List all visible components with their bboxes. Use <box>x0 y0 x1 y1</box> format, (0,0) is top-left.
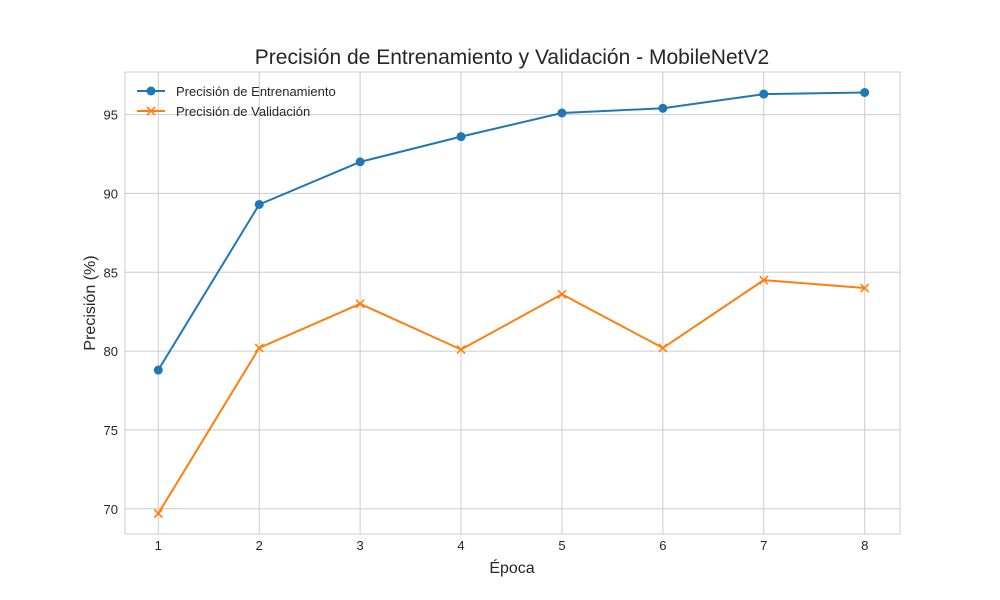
data-point <box>860 283 870 293</box>
x-tick-label: 3 <box>357 538 364 553</box>
data-point <box>355 157 365 167</box>
series-layer <box>153 87 870 519</box>
plot-frame <box>124 71 901 535</box>
legend-label: Precisión de Entrenamiento <box>176 84 336 99</box>
data-point <box>153 508 163 519</box>
plot-background <box>125 72 900 534</box>
x-tick-label: 2 <box>256 538 263 553</box>
legend-marker <box>146 106 156 116</box>
legend-item: Precisión de Entrenamiento <box>137 84 336 99</box>
data-point <box>759 275 769 285</box>
data-point <box>355 299 365 309</box>
series-2 <box>153 275 870 519</box>
grid <box>125 72 900 534</box>
data-point <box>759 89 769 99</box>
data-point <box>254 343 264 353</box>
data-point <box>557 289 567 299</box>
y-tick-label: 80 <box>104 344 118 359</box>
x-tick-label: 4 <box>457 538 464 553</box>
data-point <box>658 103 668 113</box>
data-point <box>557 108 567 118</box>
series-1 <box>153 87 870 375</box>
y-tick-label: 70 <box>104 502 118 517</box>
legend-label: Precisión de Validación <box>176 104 310 119</box>
y-tick-label: 90 <box>104 186 118 201</box>
x-tick-label: 8 <box>861 538 868 553</box>
chart-title: Precisión de Entrenamiento y Validación … <box>255 46 769 69</box>
series-line <box>157 91 865 371</box>
x-tick-label: 6 <box>659 538 666 553</box>
x-tick-label: 7 <box>760 538 767 553</box>
legend: Precisión de Entrenamiento Precisión de V… <box>137 84 336 119</box>
y-tick-label: 95 <box>104 108 118 123</box>
x-tick-label: 5 <box>558 538 565 553</box>
data-point <box>456 132 466 142</box>
y-tick-label: 85 <box>104 265 118 280</box>
data-point <box>254 199 264 209</box>
x-axis-label: Época <box>489 558 534 577</box>
data-point <box>658 343 668 353</box>
tick-labels: 1 2 3 4 5 6 7 8 70 75 80 85 90 95 <box>104 108 869 553</box>
y-tick-label: 75 <box>104 423 118 438</box>
data-point <box>456 344 466 355</box>
y-axis-label: Precisión (%) <box>82 255 99 350</box>
series-line <box>157 279 865 515</box>
legend-item: Precisión de Validación <box>137 104 310 119</box>
data-point <box>860 87 870 97</box>
legend-marker <box>146 86 156 96</box>
x-tick-label: 1 <box>155 538 162 553</box>
data-point <box>153 365 163 375</box>
